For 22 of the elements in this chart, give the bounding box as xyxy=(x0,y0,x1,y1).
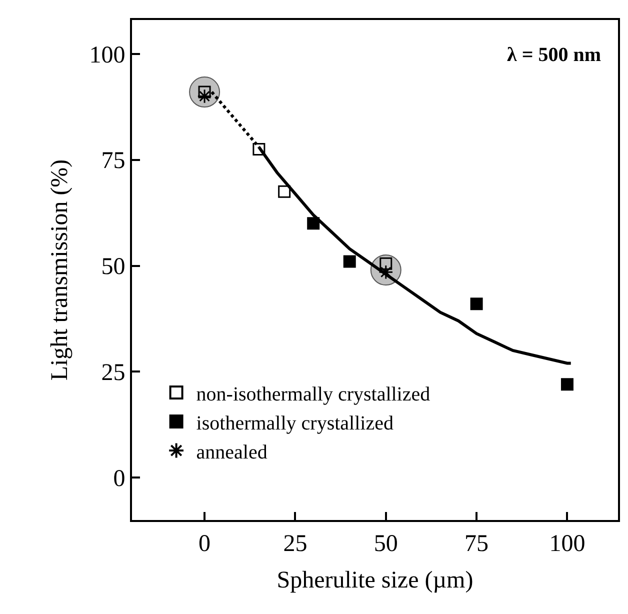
x-tick-label: 50 xyxy=(374,530,398,557)
y-axis-title: Light transmission (%) xyxy=(46,159,73,381)
x-tick-label: 100 xyxy=(549,530,586,557)
y-tick-label: 100 xyxy=(89,42,126,68)
point xyxy=(470,298,483,310)
y-tick-label: 75 xyxy=(101,148,126,174)
legend-label: annealed xyxy=(196,441,268,464)
point xyxy=(307,217,320,230)
x-tick-label: 25 xyxy=(283,530,308,557)
x-tick-label: 0 xyxy=(198,530,211,557)
x-axis-title: Spherulite size (µm) xyxy=(276,568,474,594)
annotation: λ = 500 nm xyxy=(507,44,602,66)
y-tick-label: 25 xyxy=(101,360,126,386)
point xyxy=(343,255,356,268)
x-tick-label: 75 xyxy=(464,530,489,557)
y-tick-label: 50 xyxy=(101,254,126,280)
y-tick-label: 0 xyxy=(113,466,126,492)
point xyxy=(560,378,574,391)
point xyxy=(278,185,291,198)
legend-label: non-isothermally crystallized xyxy=(196,383,430,406)
point xyxy=(252,142,266,156)
legend-label: isothermally crystallized xyxy=(196,412,394,434)
